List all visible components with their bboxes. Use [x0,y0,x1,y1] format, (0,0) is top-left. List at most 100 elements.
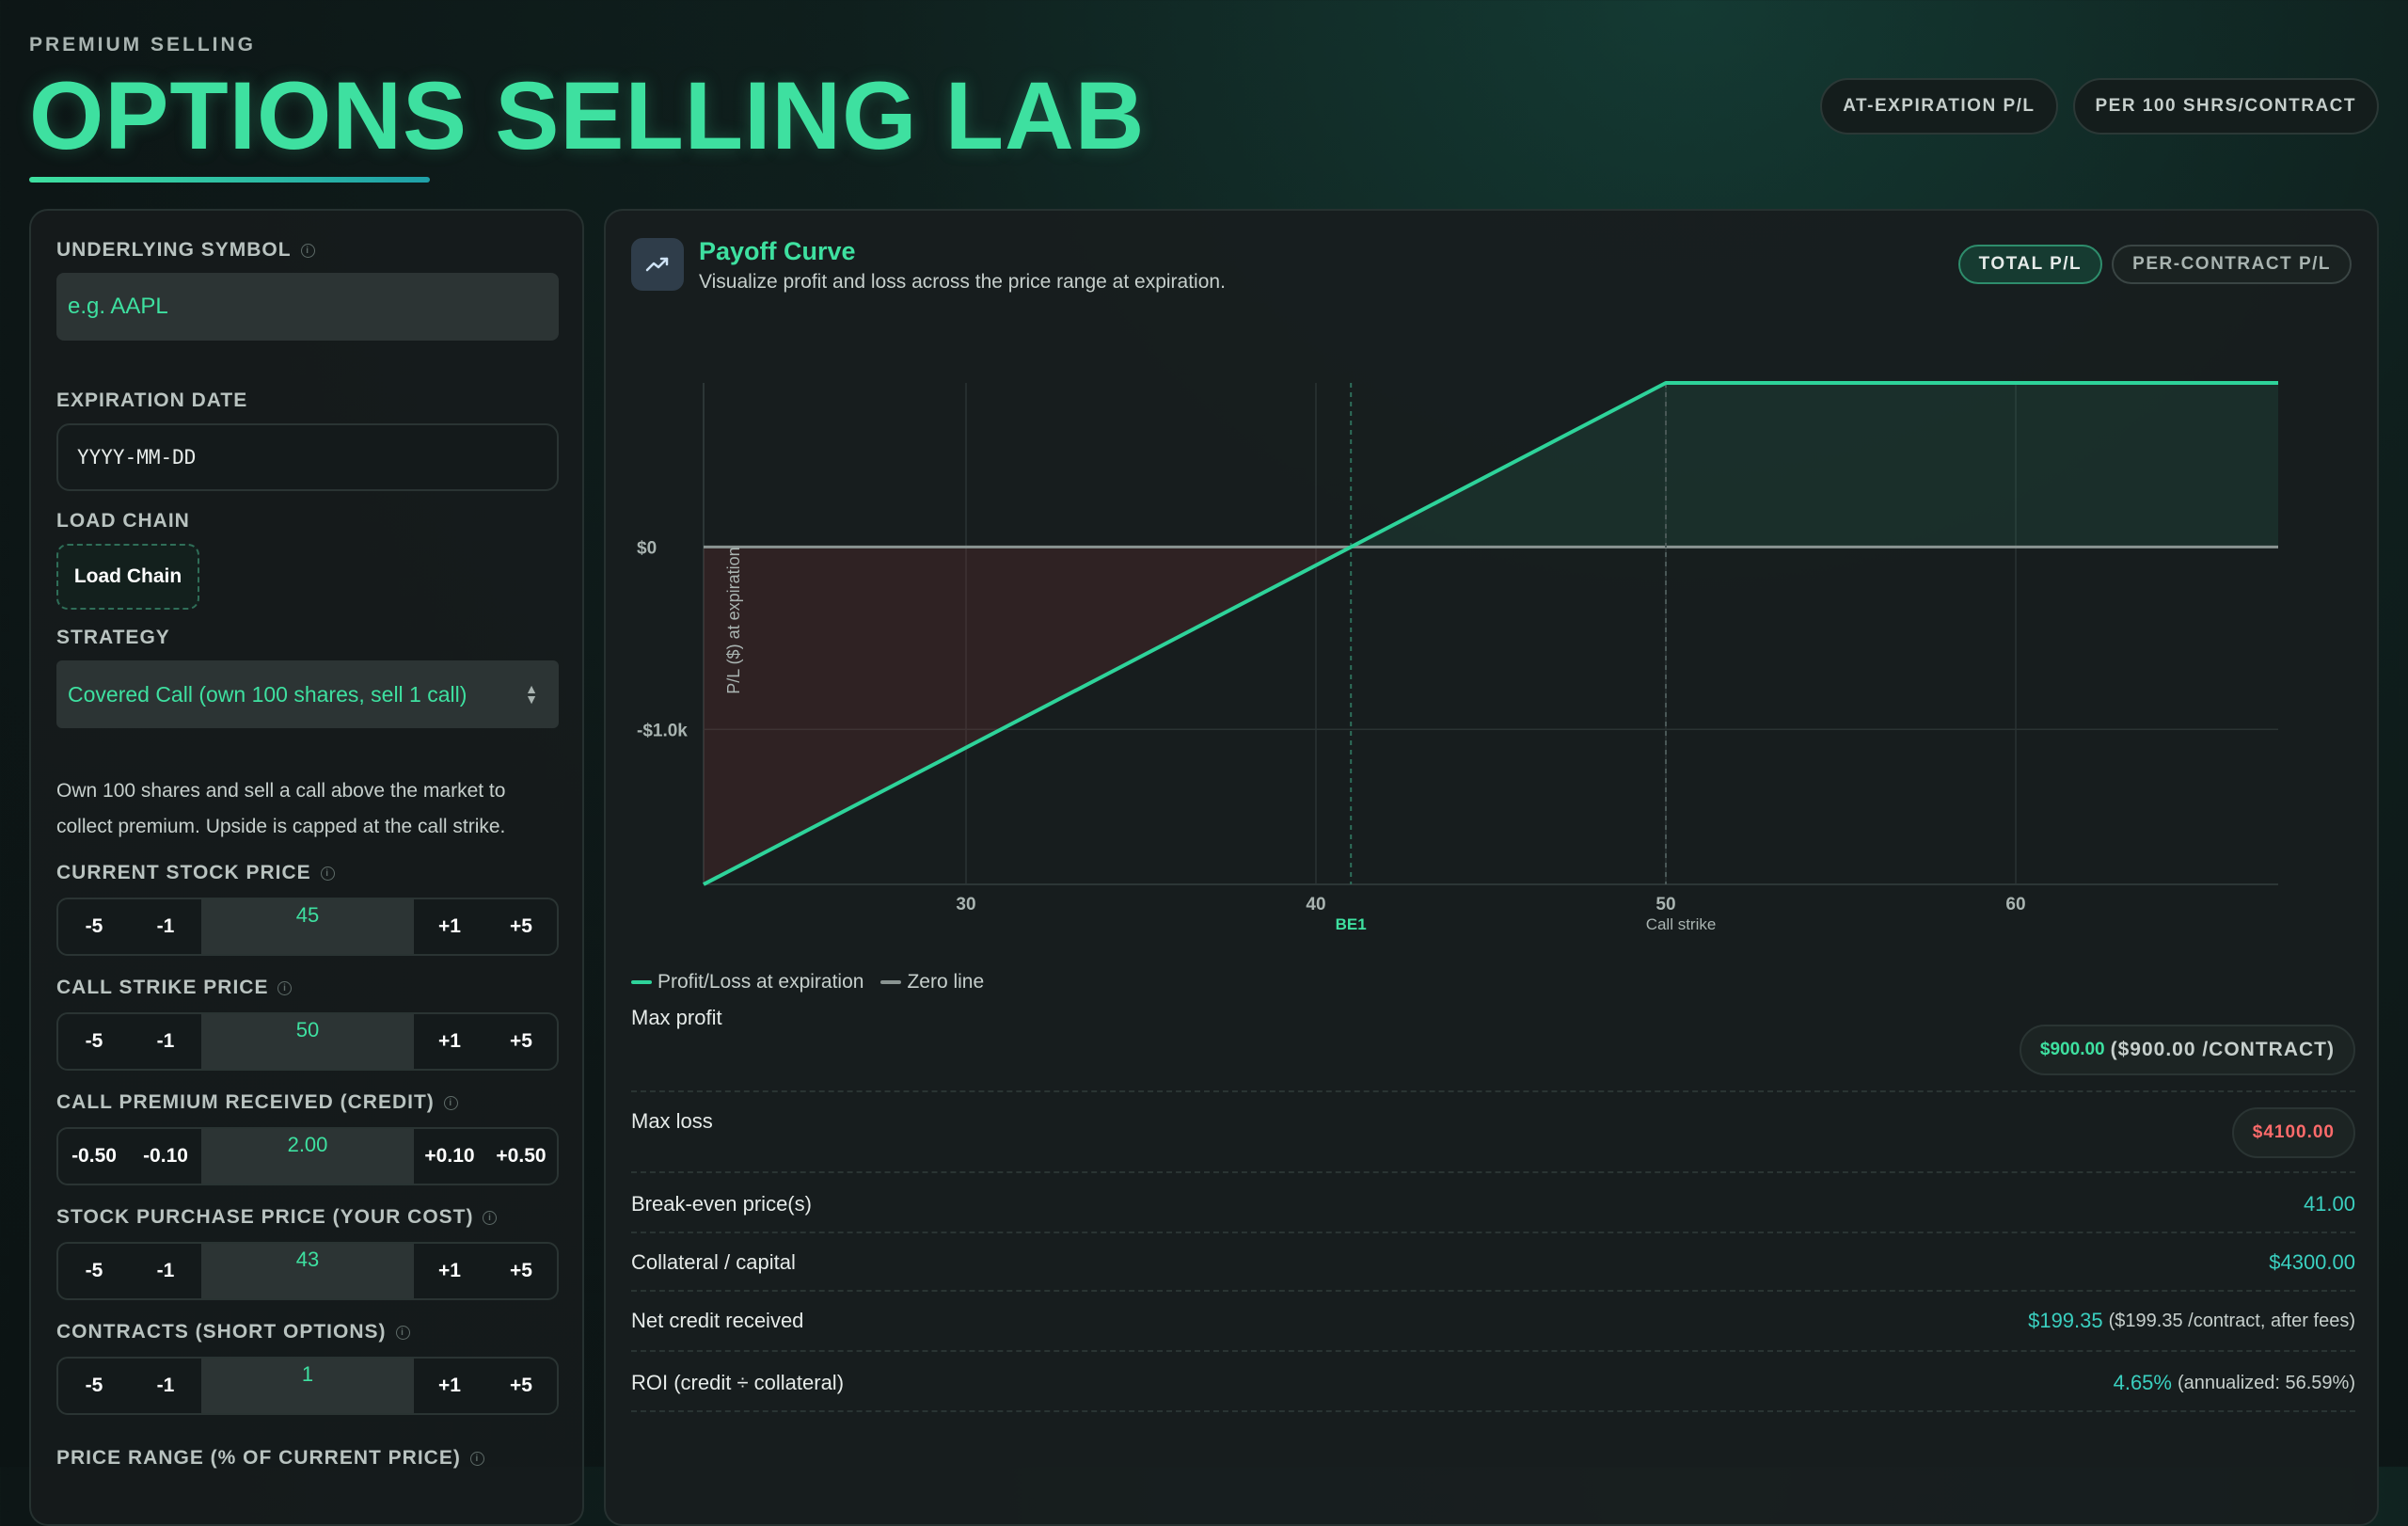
call-premium-value[interactable]: 2.00 [201,1129,414,1184]
symbol-label: UNDERLYING SYMBOL i [56,239,315,262]
call-strike-value[interactable]: 50 [201,1014,414,1069]
decrement-large-button[interactable]: -5 [85,1030,103,1052]
max-loss-value-wrap: $4100.00 [2231,1107,2355,1158]
stock-price-stepper: -5 -1 45 +1 +5 [56,898,559,956]
stock-purchase-stepper: -5 -1 43 +1 +5 [56,1242,559,1300]
profit-area [1351,383,2278,548]
symbol-input[interactable]: e.g. AAPL [56,273,559,341]
max-loss-value: $4100.00 [2252,1122,2335,1142]
increment-small-button[interactable]: +1 [438,1030,461,1052]
call-strike-stepper: -5 -1 50 +1 +5 [56,1012,559,1071]
pl-series-line [703,381,2278,886]
total-pl-toggle[interactable]: TOTAL P/L [1957,245,2103,284]
breakeven-annotation: BE1 [1336,915,1367,933]
decrement-small-button[interactable]: -1 [156,915,175,937]
contracts-value[interactable]: 1 [201,1359,414,1413]
x-tick-label: 40 [1306,895,1325,914]
max-profit-per-contract: ($900.00 /CONTRACT) [2110,1039,2335,1060]
header-pills: AT-EXPIRATION P/L PER 100 SHRS/CONTRACT [1820,78,2379,135]
trend-chart-icon [631,238,684,291]
call-strike-annotation: Call strike [1646,915,1717,933]
decrement-small-button[interactable]: -0.10 [143,1145,188,1167]
info-icon[interactable]: i [443,1095,458,1110]
net-credit-value: $199.35 [2028,1309,2103,1332]
y-tick-label: -$1.0k [637,721,688,740]
pl-mode-toggle: TOTAL P/L PER-CONTRACT P/L [1957,245,2352,284]
info-icon[interactable]: i [395,1325,410,1340]
strategy-description: Own 100 shares and sell a call above the… [56,780,506,837]
info-icon[interactable]: i [483,1210,498,1225]
max-profit-label: Max profit [631,1006,722,1029]
net-credit-value-wrap: $199.35 ($199.35 /contract, after fees) [2028,1309,2355,1333]
info-icon[interactable]: i [469,1451,484,1466]
load-chain-label: LOAD CHAIN [56,510,190,532]
strategy-label: STRATEGY [56,627,170,648]
increment-small-button[interactable]: +1 [438,1260,461,1281]
legend-item-pl: Profit/Loss at expiration [631,971,863,993]
x-tick-label: 60 [2005,895,2025,914]
max-profit-row: Max profit $900.00 ($900.00 /CONTRACT) [631,1006,2355,1092]
per-contract-pill: PER 100 SHRS/CONTRACT [2072,78,2379,135]
increment-large-button[interactable]: +0.50 [496,1145,547,1167]
increment-large-button[interactable]: +5 [510,1375,532,1396]
roi-row: ROI (credit ÷ collateral) 4.65% (annuali… [631,1352,2355,1412]
increment-large-button[interactable]: +5 [510,1260,532,1281]
increment-small-button[interactable]: +1 [438,1375,461,1396]
collateral-value-wrap: $4300.00 [2269,1250,2355,1275]
max-profit-value-wrap: $900.00 ($900.00 /CONTRACT) [2019,1025,2355,1075]
select-arrows-icon: ▲ ▼ [525,680,538,707]
load-chain-button[interactable]: Load Chain [56,544,199,610]
x-tick-label: 30 [956,895,975,914]
payoff-title: Payoff Curve [699,237,856,265]
decrement-large-button[interactable]: -0.50 [71,1145,117,1167]
max-loss-chip: $4100.00 [2231,1107,2355,1158]
collateral-row: Collateral / capital $4300.00 [631,1233,2355,1292]
page-header: PREMIUM SELLING OPTIONS SELLING LAB AT-E… [29,34,2379,184]
increment-small-button[interactable]: +0.10 [424,1145,475,1167]
increment-large-button[interactable]: +5 [510,915,532,937]
stock-purchase-value[interactable]: 43 [201,1244,414,1298]
title-underline [29,177,430,183]
decrement-large-button[interactable]: -5 [85,1375,103,1396]
y-tick-label: $0 [637,538,657,558]
legend-swatch-pl [631,980,652,984]
roi-label: ROI (credit ÷ collateral) [631,1371,845,1394]
y-axis-label: P/L ($) at expiration [724,547,743,693]
call-premium-stepper: -0.50 -0.10 2.00 +0.10 +0.50 [56,1127,559,1185]
increment-large-button[interactable]: +5 [510,1030,532,1052]
expiration-date-input[interactable]: YYYY-MM-DD [56,423,559,491]
page-eyebrow: PREMIUM SELLING [29,34,257,56]
roi-extra: (annualized: 56.59%) [2177,1372,2355,1393]
decrement-large-button[interactable]: -5 [85,915,103,937]
at-expiration-pill: AT-EXPIRATION P/L [1820,78,2058,135]
info-icon[interactable]: i [300,243,315,258]
chart-legend: Profit/Loss at expiration Zero line [631,971,984,993]
per-contract-pl-toggle[interactable]: PER-CONTRACT P/L [2112,245,2352,284]
contracts-stepper: -5 -1 1 +1 +5 [56,1357,559,1415]
collateral-label: Collateral / capital [631,1250,796,1274]
increment-small-button[interactable]: +1 [438,915,461,937]
info-icon[interactable]: i [320,866,335,881]
call-premium-label: CALL PREMIUM RECEIVED (CREDIT) i [56,1091,458,1114]
payoff-subtitle: Visualize profit and loss across the pri… [699,271,1226,293]
payoff-chart: BE1 Call strike 30 40 50 60 $0 -$1.0k P/L ($) at… [637,381,2278,933]
breakeven-value: 41.00 [2303,1192,2355,1216]
net-credit-label: Net credit received [631,1309,804,1332]
max-loss-row: Max loss $4100.00 [631,1092,2355,1173]
breakeven-row: Break-even price(s) 41.00 [631,1173,2355,1233]
decrement-small-button[interactable]: -1 [156,1260,175,1281]
call-strike-label: CALL STRIKE PRICE i [56,977,293,999]
stock-price-value[interactable]: 45 [201,899,414,954]
info-icon[interactable]: i [277,980,293,995]
decrement-small-button[interactable]: -1 [156,1375,175,1396]
price-range-label: PRICE RANGE (% OF CURRENT PRICE) i [56,1447,484,1470]
inputs-panel: UNDERLYING SYMBOL i e.g. AAPL EXPIRATION… [29,209,584,1526]
decrement-large-button[interactable]: -5 [85,1260,103,1281]
max-loss-label: Max loss [631,1109,713,1133]
strategy-select[interactable]: Covered Call (own 100 shares, sell 1 cal… [56,660,559,728]
roi-value-wrap: 4.65% (annualized: 56.59%) [2114,1371,2355,1395]
breakeven-label: Break-even price(s) [631,1192,812,1216]
decrement-small-button[interactable]: -1 [156,1030,175,1052]
expiration-label: EXPIRATION DATE [56,389,248,411]
page-title: OPTIONS SELLING LAB [29,62,1146,169]
